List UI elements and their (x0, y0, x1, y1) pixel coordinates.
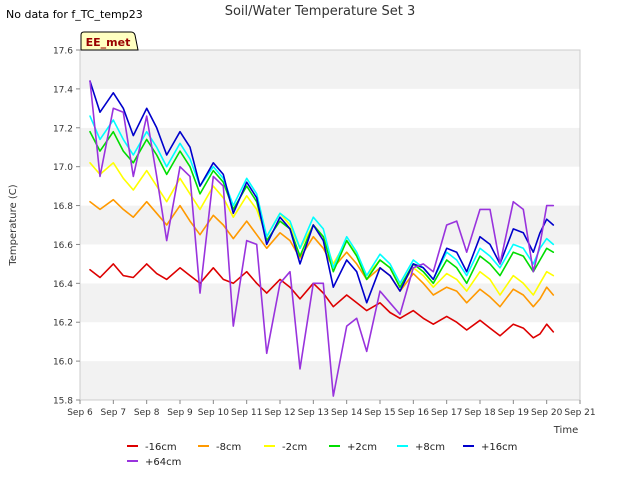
y-tick-label: 16.2 (53, 319, 73, 329)
legend-label: -16cm (145, 442, 177, 453)
series-line-16cm (89, 263, 555, 339)
legend-label: -2cm (282, 442, 307, 453)
y-tick-label: 17.0 (53, 163, 73, 173)
series-line-2cm (89, 130, 555, 289)
chart-title: Soil/Water Temperature Set 3 (225, 4, 416, 19)
x-tick-label: Sep 17 (431, 408, 462, 418)
x-tick-label: Sep 21 (564, 408, 595, 418)
series-line-16cm (89, 80, 555, 304)
y-tick-label: 16.6 (53, 241, 73, 251)
x-tick-label: Sep 8 (134, 408, 160, 418)
series-line-64cm (89, 80, 555, 397)
y-tick-label: 15.8 (53, 397, 73, 407)
series-line-8cm (89, 115, 555, 285)
background-bands (80, 50, 580, 400)
legend-label: +16cm (481, 442, 517, 453)
grid-band (80, 205, 580, 245)
x-tick-label: Sep 7 (101, 408, 127, 418)
x-tick-label: Sep 12 (264, 408, 295, 418)
legend: -16cm -8cm -2cm +2cm +8cm +16cm +64cm (127, 442, 517, 468)
legend-label: +8cm (415, 442, 445, 453)
series-line-8cm (89, 198, 555, 308)
series-layer (89, 80, 555, 397)
y-tick-label: 17.6 (53, 47, 73, 57)
x-tick-label: Sep 16 (398, 408, 430, 418)
legend-label: +2cm (347, 442, 377, 453)
x-axis: Sep 6 Sep 7 Sep 8 Sep 9 Sep 10 Sep 11 Sep 12 Se… (67, 400, 596, 418)
y-axis: 15.8 16.0 16.2 16.4 16.6 16.8 17.0 17.2 17.4 17.6 (53, 47, 80, 407)
grid-band (80, 88, 580, 128)
y-axis-label: Temperature (C) (8, 184, 19, 266)
x-tick-label: Sep 14 (331, 408, 363, 418)
no-data-note: No data for f_TC_temp23 (6, 8, 143, 21)
x-tick-label: Sep 13 (298, 408, 329, 418)
badge-label: EE_met (86, 36, 131, 49)
legend-label: -8cm (216, 442, 241, 453)
x-tick-label: Sep 10 (198, 408, 230, 418)
x-tick-label: Sep 6 (67, 408, 93, 418)
ee-met-badge: EE_met (80, 31, 139, 51)
x-tick-label: Sep 15 (364, 408, 395, 418)
x-tick-label: Sep 11 (231, 408, 262, 418)
grid-band (80, 166, 580, 206)
x-axis-label: Time (553, 425, 578, 436)
y-tick-label: 16.0 (53, 358, 73, 368)
grid-band (80, 127, 580, 167)
x-tick-label: Sep 20 (531, 408, 563, 418)
x-tick-label: Sep 19 (498, 408, 530, 418)
grid-band (80, 50, 580, 89)
y-tick-label: 17.4 (53, 85, 73, 95)
legend-label: +64cm (145, 457, 181, 468)
x-tick-label: Sep 18 (464, 408, 496, 418)
y-tick-label: 16.4 (53, 280, 73, 290)
x-tick-label: Sep 9 (167, 408, 193, 418)
y-tick-label: 17.2 (53, 124, 73, 134)
y-tick-label: 16.8 (53, 202, 73, 212)
plot-frame (79, 49, 581, 401)
